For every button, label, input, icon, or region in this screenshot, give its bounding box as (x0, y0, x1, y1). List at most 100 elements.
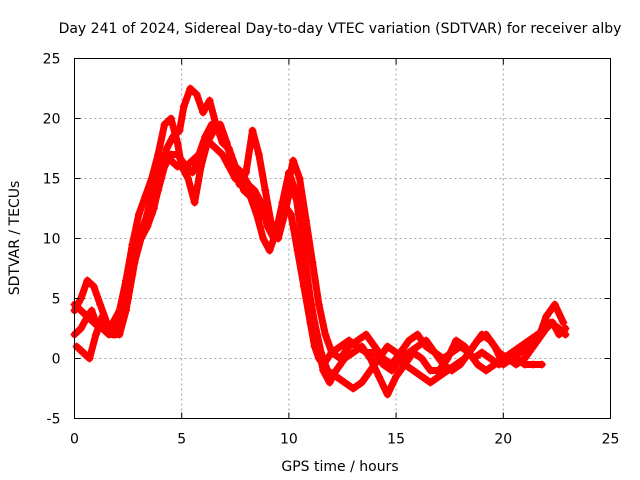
y-tick-label: 10 (43, 232, 61, 248)
data-point (370, 342, 379, 351)
data-point (280, 210, 289, 219)
data-point (250, 186, 259, 195)
data-point (166, 114, 175, 123)
data-point (218, 150, 227, 159)
data-point (203, 138, 212, 147)
data-point (173, 138, 182, 147)
x-tick-label: 25 (602, 432, 620, 448)
data-point (533, 336, 542, 345)
data-point (252, 210, 261, 219)
data-point (267, 222, 276, 231)
data-point (72, 342, 81, 351)
data-point (512, 354, 521, 363)
data-point (169, 132, 178, 141)
data-point (477, 348, 486, 357)
data-point (160, 120, 169, 129)
data-point (199, 108, 208, 117)
data-point (261, 186, 270, 195)
data-point (87, 306, 96, 315)
data-point (379, 354, 388, 363)
data-point (344, 342, 353, 351)
y-tick-label: -5 (47, 412, 61, 428)
data-point (452, 336, 461, 345)
x-tick-label: 20 (494, 432, 512, 448)
data-point (495, 360, 504, 369)
data-point (426, 366, 435, 375)
data-point (482, 366, 491, 375)
data-point (242, 168, 251, 177)
data-point (76, 324, 85, 333)
data-point (413, 330, 422, 339)
data-point (308, 258, 317, 267)
data-point (115, 330, 124, 339)
data-point (177, 162, 186, 171)
data-point (362, 330, 371, 339)
x-axis-label: GPS time / hours (281, 459, 398, 475)
x-tick-label: 0 (70, 432, 79, 448)
data-point (516, 348, 525, 357)
data-point (443, 354, 452, 363)
data-point (166, 156, 175, 165)
data-point (555, 324, 564, 333)
data-point (287, 180, 296, 189)
data-point (212, 144, 221, 153)
data-point (537, 360, 546, 369)
data-point (102, 318, 111, 327)
data-point (503, 354, 512, 363)
data-point (353, 336, 362, 345)
data-point (229, 162, 238, 171)
series-band (71, 121, 546, 398)
ticks (74, 58, 611, 419)
data-point (192, 90, 201, 99)
data-point (186, 84, 195, 93)
data-point (409, 366, 418, 375)
data-point (274, 234, 283, 243)
data-point (434, 366, 443, 375)
data-point (205, 96, 214, 105)
data-point (128, 270, 137, 279)
data-point (357, 342, 366, 351)
data-point (349, 348, 358, 357)
data-point (426, 378, 435, 387)
data-point (559, 318, 568, 327)
data-point (160, 150, 169, 159)
data-point (299, 246, 308, 255)
data-point (550, 300, 559, 309)
x-tick-label: 10 (280, 432, 298, 448)
data-point (422, 342, 431, 351)
data-point (89, 282, 98, 291)
data-point (366, 354, 375, 363)
data-point (417, 354, 426, 363)
data-point (188, 168, 197, 177)
data-point (91, 330, 100, 339)
data-point (417, 372, 426, 381)
data-point (235, 180, 244, 189)
data-point (154, 168, 163, 177)
data-point (473, 336, 482, 345)
data-point (546, 318, 555, 327)
data-point (340, 378, 349, 387)
data-point (222, 138, 231, 147)
data-point (542, 312, 551, 321)
data-point (83, 276, 92, 285)
data-point (239, 186, 248, 195)
data-point (321, 330, 330, 339)
data-point (325, 378, 334, 387)
y-tick-label: 15 (43, 172, 61, 188)
data-point (293, 198, 302, 207)
data-point (525, 342, 534, 351)
data-point (209, 126, 218, 135)
data-point (162, 144, 171, 153)
data-point (327, 348, 336, 357)
data-point (196, 162, 205, 171)
data-point (561, 330, 570, 339)
data-point (295, 174, 304, 183)
data-point (482, 330, 491, 339)
data-point (289, 156, 298, 165)
y-tick-label: 5 (52, 292, 61, 308)
data-point (332, 366, 341, 375)
data-point (216, 120, 225, 129)
data-point (447, 366, 456, 375)
data-point (259, 234, 268, 243)
